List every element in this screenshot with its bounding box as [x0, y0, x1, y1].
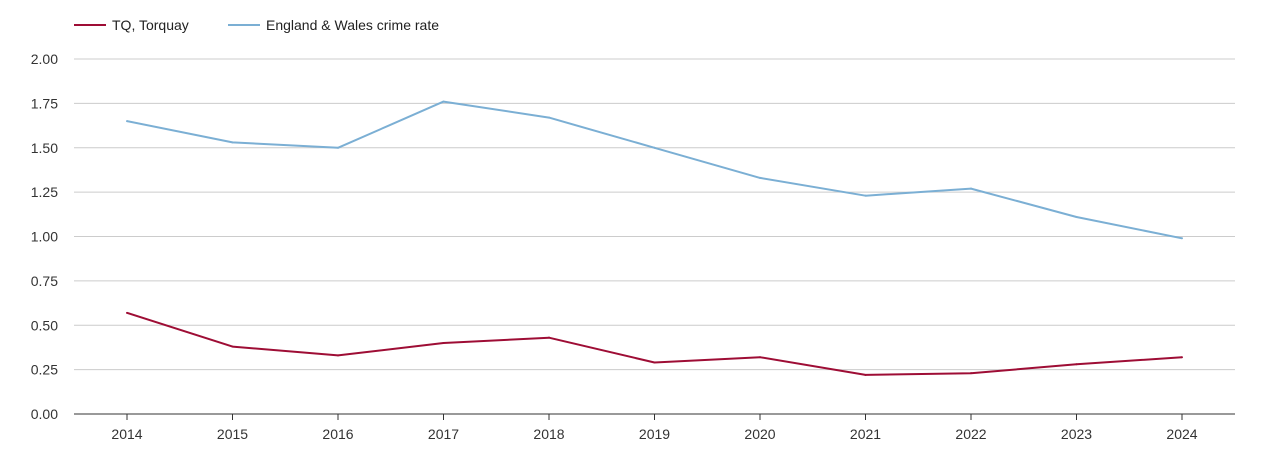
- x-axis: 2014 2015 2016 2017 2018 2019 2020 2021 2022 2023…: [111, 414, 1198, 442]
- series-line[interactable]: [126, 100, 1183, 240]
- x-tick-label: 2023: [1061, 426, 1092, 442]
- y-tick-label: 1.00: [31, 229, 58, 245]
- data-point[interactable]: [1075, 363, 1078, 366]
- data-point[interactable]: [1181, 237, 1183, 240]
- data-point[interactable]: [337, 354, 339, 357]
- y-tick-label: 0.75: [31, 273, 58, 289]
- legend-label: England & Wales crime rate: [266, 17, 439, 33]
- x-tick-label: 2016: [322, 426, 353, 442]
- data-point[interactable]: [864, 194, 867, 197]
- data-point[interactable]: [442, 100, 445, 103]
- y-tick-label: 0.00: [31, 406, 58, 422]
- legend-label: TQ, Torquay: [112, 17, 189, 33]
- x-tick-label: 2017: [428, 426, 459, 442]
- data-point[interactable]: [126, 120, 128, 123]
- data-point[interactable]: [653, 361, 656, 364]
- x-tick-label: 2015: [217, 426, 248, 442]
- y-tick-label: 0.50: [31, 317, 58, 333]
- data-point[interactable]: [1075, 215, 1078, 218]
- x-tick-label: 2018: [533, 426, 564, 442]
- y-tick-label: 2.00: [31, 51, 58, 67]
- data-point[interactable]: [231, 141, 234, 144]
- x-tick-label: 2019: [639, 426, 670, 442]
- data-point[interactable]: [337, 146, 339, 149]
- data-point[interactable]: [970, 187, 972, 190]
- y-tick-label: 1.75: [31, 95, 58, 111]
- data-point[interactable]: [759, 356, 761, 359]
- series-tq-torquay: [126, 311, 1183, 376]
- x-tick-label: 2014: [111, 426, 142, 442]
- data-point[interactable]: [442, 342, 445, 344]
- data-point[interactable]: [864, 373, 867, 376]
- data-point[interactable]: [653, 146, 656, 149]
- series-layer: [126, 100, 1183, 376]
- x-tick-label: 2024: [1166, 426, 1197, 442]
- series-england-wales-crime-rate: [126, 100, 1183, 240]
- x-tick-label: 2021: [850, 426, 881, 442]
- y-tick-label: 1.25: [31, 184, 58, 200]
- legend-item[interactable]: TQ, Torquay: [74, 17, 189, 33]
- y-tick-label: 1.50: [31, 140, 58, 156]
- y-tick-label: 0.25: [31, 362, 58, 378]
- x-tick-label: 2022: [955, 426, 986, 442]
- data-point[interactable]: [759, 176, 761, 179]
- x-tick-label: 2020: [744, 426, 775, 442]
- legend: TQ, Torquay England & Wales crime rate: [74, 17, 439, 33]
- grid: [74, 58, 1235, 415]
- data-point[interactable]: [548, 116, 550, 119]
- legend-item[interactable]: England & Wales crime rate: [228, 17, 439, 33]
- data-point[interactable]: [126, 311, 128, 314]
- data-point[interactable]: [970, 372, 972, 375]
- data-point[interactable]: [548, 336, 550, 339]
- data-point[interactable]: [1181, 356, 1183, 359]
- data-point[interactable]: [231, 345, 234, 348]
- y-axis: 0.00 0.25 0.50 0.75 1.00 1.25 1.50 1.75 2.00: [31, 51, 58, 422]
- series-line[interactable]: [126, 311, 1183, 376]
